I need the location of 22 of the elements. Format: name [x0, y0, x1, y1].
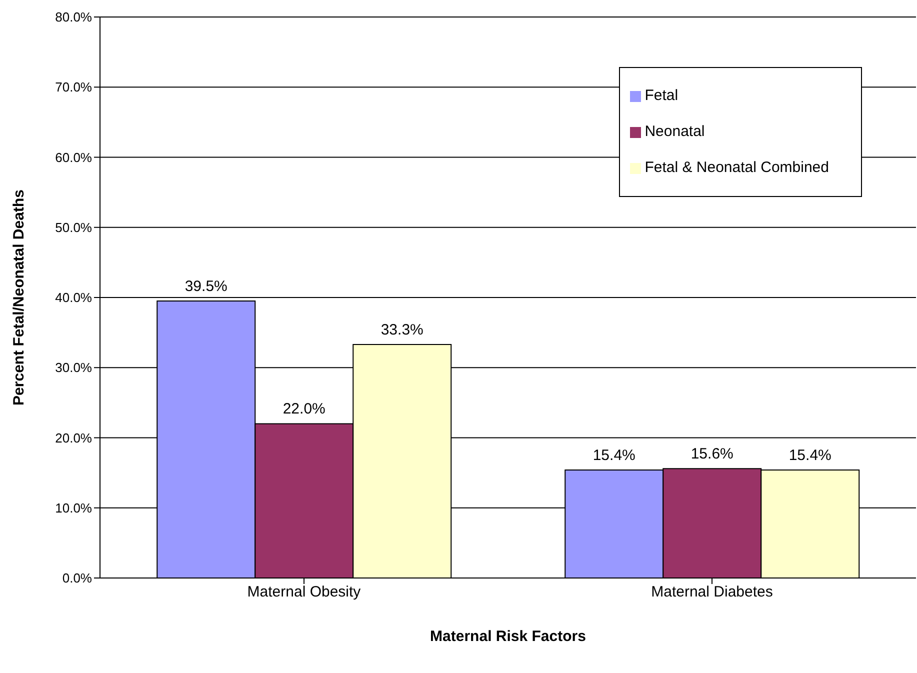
legend-label: Neonatal: [644, 123, 705, 140]
y-tick-label: 10.0%: [55, 500, 92, 516]
y-tick-label: 50.0%: [55, 220, 92, 235]
data-label: 15.6%: [690, 446, 734, 463]
y-axis-title: Percent Fetal/Neonatal Deaths: [10, 190, 28, 406]
data-label: 22.0%: [282, 400, 326, 418]
x-axis-title: Maternal Risk Factors: [430, 628, 586, 645]
y-tick-label: 80.0%: [55, 10, 92, 25]
y-tick-label: 0.0%: [62, 570, 92, 586]
data-label: 33.3%: [380, 321, 424, 338]
y-tick-label: 70.0%: [55, 80, 92, 95]
y-tick-label: 30.0%: [55, 360, 92, 376]
data-label: 15.4%: [592, 447, 636, 464]
data-label: 39.5%: [184, 278, 228, 296]
y-tick-label: 40.0%: [55, 290, 92, 306]
x-tick-label: Maternal Obesity: [247, 584, 362, 601]
y-tick-label: 20.0%: [55, 430, 92, 446]
x-tick-label: Maternal Diabetes: [651, 584, 773, 601]
data-label: 15.4%: [788, 447, 832, 464]
legend-label: Fetal & Neonatal Combined: [644, 159, 829, 176]
y-tick-label: 60.0%: [55, 150, 92, 165]
legend-label: Fetal: [644, 87, 678, 104]
